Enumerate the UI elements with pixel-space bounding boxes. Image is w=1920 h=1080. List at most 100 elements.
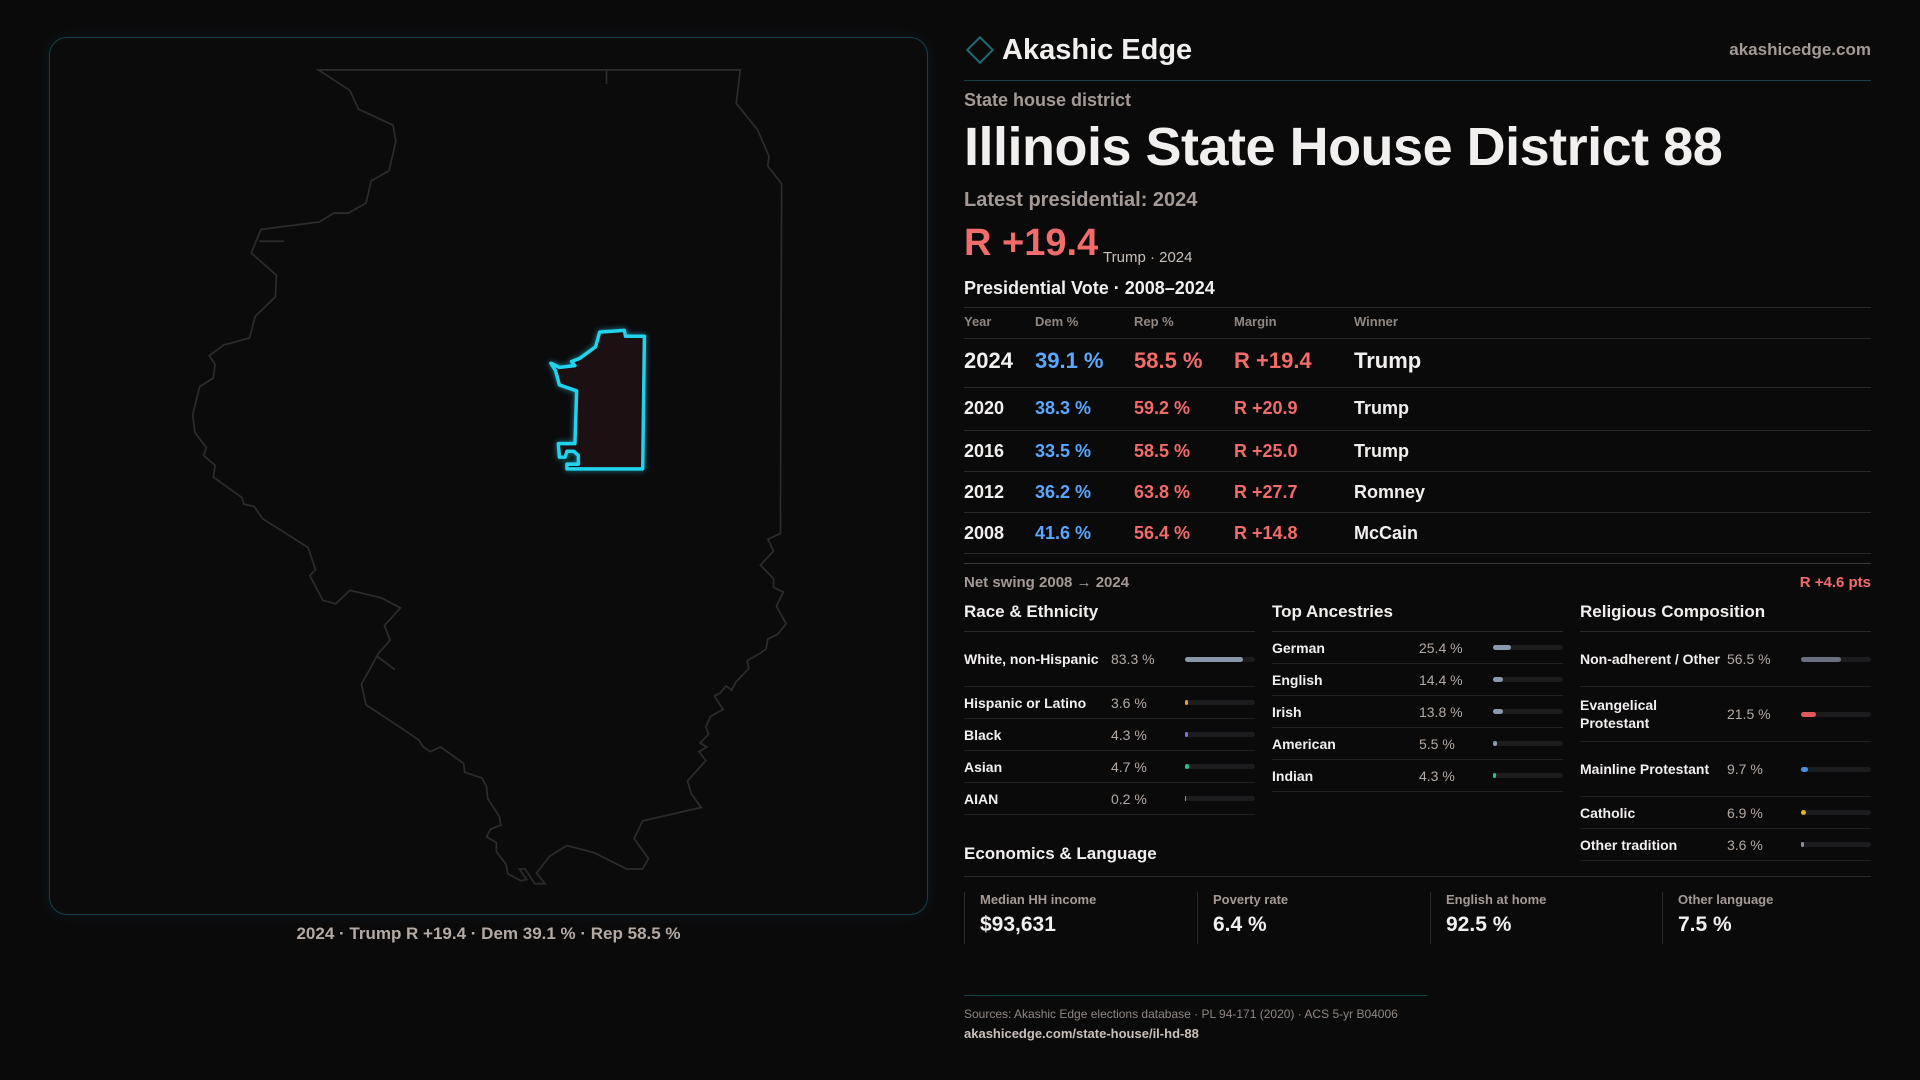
econ-value: 7.5 %: [1678, 913, 1732, 936]
religion-bar-fill: [1801, 810, 1807, 815]
ancestry-bar: [1493, 741, 1563, 746]
vote-dem: 33.5 %: [1035, 441, 1092, 461]
divider: [964, 995, 1427, 996]
religion-label: Evangelical Protestant: [1580, 697, 1658, 731]
econ-value: 92.5 %: [1446, 913, 1512, 936]
ancestry-value: 25.4 %: [1418, 639, 1463, 656]
ancestry-value: 14.4 %: [1418, 671, 1463, 688]
site-link[interactable]: akashicedge.com: [1729, 40, 1871, 59]
col-rep: Rep %: [1134, 314, 1174, 329]
religion-bar: [1801, 842, 1871, 847]
race-bar-fill: [1185, 764, 1189, 769]
vote-margin: R +27.7: [1234, 482, 1298, 502]
district-map[interactable]: [40, 30, 940, 950]
vote-winner: Romney: [1354, 482, 1426, 502]
vote-dem: 41.6 %: [1035, 523, 1092, 543]
race-value: 4.3 %: [1110, 726, 1147, 743]
econ-label: Other language: [1678, 892, 1774, 907]
vote-rep: 58.5 %: [1134, 348, 1203, 373]
religion-value: 21.5 %: [1726, 706, 1771, 722]
ancestry-value: 13.8 %: [1418, 703, 1463, 720]
econ-card: Other language 7.5 %: [1662, 892, 1894, 944]
ancestry-label: American: [1272, 735, 1336, 752]
sources: Sources: Akashic Edge elections database…: [964, 1007, 1398, 1021]
ancestry-label: Indian: [1272, 767, 1314, 784]
religion-bar-fill: [1801, 766, 1809, 772]
vote-margin: R +25.0: [1234, 441, 1298, 461]
race-row: White, non-Hispanic 83.3 %: [964, 632, 1255, 687]
headline-margin: R +19.4: [964, 222, 1099, 264]
col-year: Year: [964, 314, 992, 329]
ancestry-bar-fill: [1493, 645, 1512, 650]
page-title: Illinois State House District 88: [964, 117, 1723, 177]
econ-card: Poverty rate 6.4 %: [1197, 892, 1429, 944]
headline-sub: Trump · 2024: [1103, 249, 1193, 266]
religion-bar: [1801, 810, 1871, 815]
latest-presidential: Latest presidential: 2024: [964, 189, 1198, 211]
race-bar: [1185, 764, 1255, 769]
brand-header: Akashic Edge akashicedge.com: [964, 32, 1871, 68]
econ-label: Median HH income: [980, 892, 1097, 907]
vote-dem: 36.2 %: [1035, 482, 1092, 502]
ancestry-bar-fill: [1493, 677, 1504, 682]
econ-card: Median HH income $93,631: [964, 892, 1196, 944]
religion-row: Catholic 6.9 %: [1580, 797, 1871, 829]
vote-margin: R +14.8: [1234, 523, 1298, 543]
race-row: AIAN 0.2 %: [964, 783, 1255, 815]
ancestry-section: Top Ancestries German 25.4 % English 14.4 % I…: [1272, 602, 1563, 792]
diamond-icon: [965, 35, 995, 65]
religion-bar-fill: [1801, 711, 1817, 717]
vote-year: 2008: [964, 523, 1005, 543]
religion-value: 6.9 %: [1726, 804, 1763, 821]
ancestry-row: Indian 4.3 %: [1272, 760, 1563, 792]
race-value: 4.7 %: [1110, 758, 1147, 775]
ancestry-row: English 14.4 %: [1272, 664, 1563, 696]
race-section: Race & Ethnicity White, non-Hispanic 83.3 …: [964, 602, 1255, 815]
religion-section: Religious Composition Non-adherent / Othe…: [1580, 602, 1871, 861]
religion-label: Other tradition: [1580, 836, 1678, 853]
row-divider: [964, 512, 1871, 513]
vote-rep: 59.2 %: [1134, 398, 1191, 418]
race-label: Black: [964, 726, 1002, 743]
econ-label: Poverty rate: [1213, 892, 1289, 907]
net-swing-label: Net swing 2008 → 2024: [964, 574, 1130, 591]
race-label: White, non-Hispanic: [964, 651, 1099, 667]
race-row: Asian 4.7 %: [964, 751, 1255, 783]
ancestry-title: Top Ancestries: [1272, 602, 1563, 632]
vote-dem: 39.1 %: [1035, 348, 1104, 373]
vote-table-title: Presidential Vote · 2008–2024: [964, 278, 1215, 298]
religion-bar: [1801, 766, 1871, 772]
row-divider: [964, 387, 1871, 388]
race-row: Hispanic or Latino 3.6 %: [964, 687, 1255, 719]
religion-bar: [1801, 711, 1871, 717]
ancestry-label: English: [1272, 671, 1323, 688]
race-bar-fill: [1185, 656, 1244, 662]
religion-label: Non-adherent / Other: [1580, 651, 1721, 667]
vote-margin: R +19.4: [1234, 348, 1312, 373]
race-bar-fill: [1185, 700, 1188, 705]
race-label: AIAN: [964, 790, 999, 807]
econ-value: 6.4 %: [1213, 913, 1267, 936]
page-url[interactable]: akashicedge.com/state-house/il-hd-88: [964, 1026, 1199, 1041]
district-88-shape[interactable]: [549, 328, 647, 471]
religion-value: 3.6 %: [1726, 836, 1763, 853]
ancestry-bar-fill: [1493, 709, 1504, 714]
net-swing-value: R +4.6 pts: [1799, 574, 1871, 591]
district-kind: State house district: [964, 90, 1132, 110]
race-value: 3.6 %: [1110, 694, 1147, 711]
religion-title: Religious Composition: [1580, 602, 1871, 632]
ancestry-value: 5.5 %: [1418, 735, 1455, 752]
vote-winner: Trump: [1354, 348, 1422, 373]
religion-row: Evangelical Protestant 21.5 %: [1580, 687, 1871, 742]
econ-title: Economics & Language: [964, 844, 1157, 863]
state-outline: [191, 69, 788, 885]
race-value: 0.2 %: [1110, 790, 1147, 807]
religion-row: Mainline Protestant 9.7 %: [1580, 742, 1871, 797]
ancestry-row: Irish 13.8 %: [1272, 696, 1563, 728]
ancestry-bar: [1493, 645, 1563, 650]
race-bar: [1185, 700, 1255, 705]
col-winner: Winner: [1354, 314, 1398, 329]
vote-year: 2020: [964, 398, 1005, 418]
vote-rep: 56.4 %: [1134, 523, 1191, 543]
row-divider: [964, 430, 1871, 431]
